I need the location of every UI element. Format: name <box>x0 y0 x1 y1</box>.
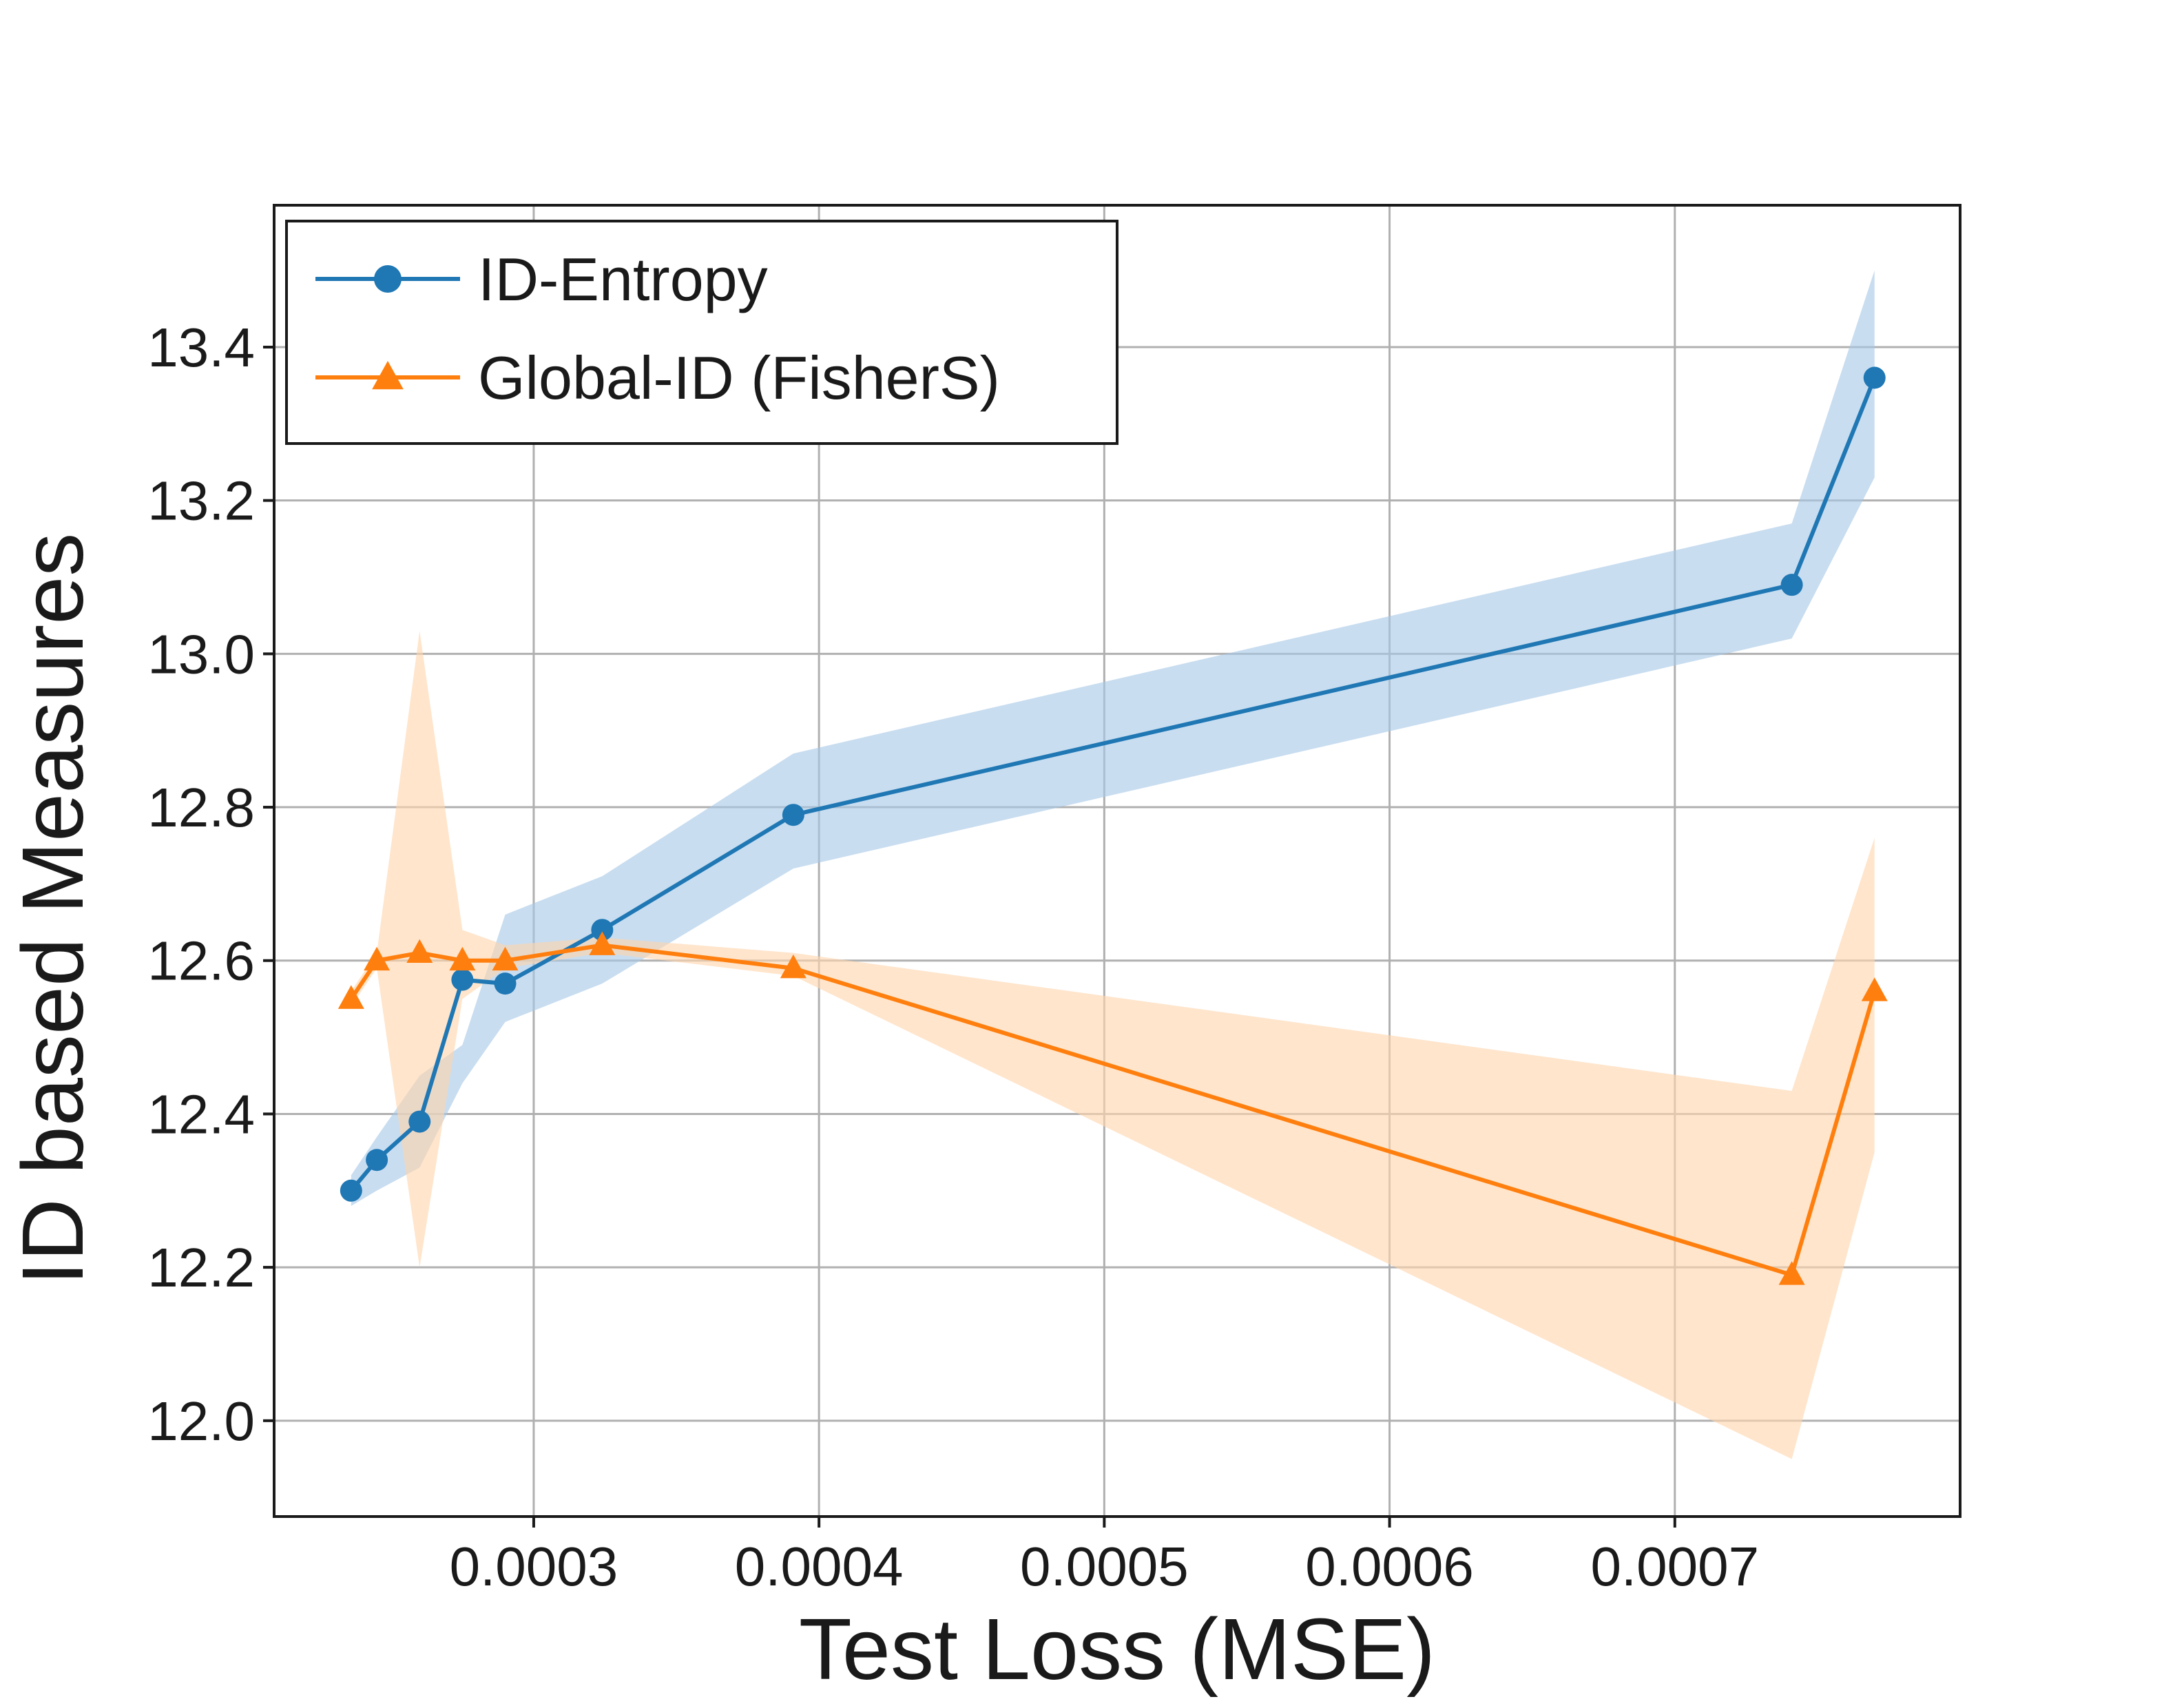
point-global-id-fishers-2 <box>406 939 433 964</box>
series-markers <box>337 366 1888 1285</box>
point-global-id-fishers-4 <box>492 946 519 971</box>
point-global-id-fishers-3 <box>449 946 476 971</box>
point-global-id-fishers-7 <box>1778 1261 1805 1285</box>
legend-entry-global-id-fishers: Global-ID (FisherS) <box>315 344 1000 412</box>
y-tick-label-13.0: 13.0 <box>147 623 255 685</box>
point-global-id-fishers-0 <box>337 985 364 1009</box>
point-id-entropy-4 <box>494 972 517 995</box>
y-tick-label-12.6: 12.6 <box>147 930 255 992</box>
legend-entry-id-entropy: ID-Entropy <box>315 245 768 313</box>
tick-labels: 0.0003 0.0004 0.0005 0.0006 0.0007 12.0 12.2 12… <box>147 317 1759 1597</box>
x-tick-label-0.0006: 0.0006 <box>1305 1536 1474 1597</box>
y-tick-label-12.0: 12.0 <box>147 1391 255 1452</box>
point-id-entropy-5 <box>591 919 614 941</box>
x-tick-label-0.0004: 0.0004 <box>735 1536 904 1597</box>
point-global-id-fishers-5 <box>589 931 616 955</box>
band-id-entropy <box>351 270 1875 1207</box>
y-tick-label-12.8: 12.8 <box>147 777 255 838</box>
x-tick-label-0.0007: 0.0007 <box>1590 1536 1759 1597</box>
point-global-id-fishers-6 <box>780 954 806 979</box>
point-id-entropy-2 <box>408 1110 431 1133</box>
point-global-id-fishers-8 <box>1861 977 1888 1001</box>
y-axis-title: ID based Measures <box>4 533 101 1286</box>
band-global-id-fishers <box>351 630 1875 1459</box>
legend-marker-global-id-fishers <box>372 361 404 390</box>
y-tick-label-13.2: 13.2 <box>147 470 255 532</box>
y-tick-label-13.4: 13.4 <box>147 317 255 378</box>
point-id-entropy-0 <box>340 1179 362 1202</box>
point-id-entropy-7 <box>1780 574 1803 596</box>
legend-box <box>285 220 1118 445</box>
x-tick-label-0.0003: 0.0003 <box>450 1536 618 1597</box>
legend-label-global-id-fishers: Global-ID (FisherS) <box>478 344 1000 412</box>
y-tick-label-12.4: 12.4 <box>147 1083 255 1145</box>
legend-label-id-entropy: ID-Entropy <box>478 245 768 313</box>
point-global-id-fishers-1 <box>364 946 391 971</box>
legend-marker-id-entropy <box>374 265 402 293</box>
point-id-entropy-8 <box>1863 366 1886 389</box>
point-id-entropy-6 <box>782 804 804 826</box>
x-axis-title: Test Loss (MSE) <box>799 1601 1435 1698</box>
error-bands <box>351 270 1875 1459</box>
legend: ID-Entropy Global-ID (FisherS) <box>285 220 1118 445</box>
y-tick-label-12.2: 12.2 <box>147 1237 255 1298</box>
x-tick-label-0.0005: 0.0005 <box>1020 1536 1189 1597</box>
plot-frame <box>273 204 1961 1518</box>
point-id-entropy-1 <box>366 1149 388 1171</box>
point-id-entropy-3 <box>451 968 474 991</box>
